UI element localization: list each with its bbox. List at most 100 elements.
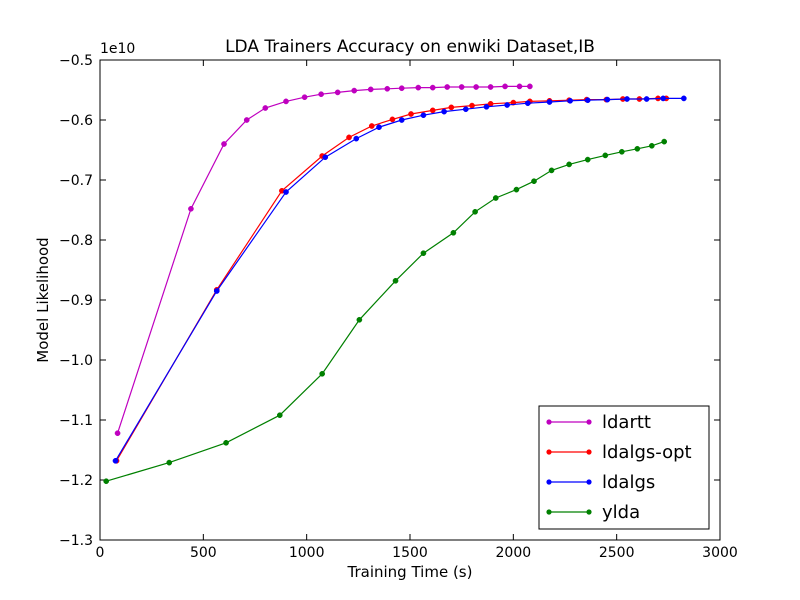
data-point-ldalgs-opt (346, 134, 352, 141)
data-point-ldartt (458, 84, 465, 90)
data-point-ldalgs-opt (408, 111, 414, 117)
data-point-ldartt (384, 85, 391, 92)
data-point-ylda (450, 229, 457, 236)
y-offset-label: 1e10 (100, 41, 135, 57)
data-point-ldartt (301, 94, 308, 101)
x-tick-label: 1000 (289, 545, 325, 561)
data-point-ldalgs (584, 97, 591, 104)
x-tick-label: 0 (96, 545, 105, 561)
data-point-ldartt (243, 117, 250, 123)
data-point-ldalgs-opt (429, 107, 436, 114)
y-tick-label: −0.5 (59, 53, 93, 69)
plot-area: 0 500 1000 1500 2000 2500 3000 −1.3 −1.2 −1.1 −1.0… (59, 53, 738, 561)
data-point-ylda (602, 152, 609, 159)
legend: ldartt ldalgs-opt ldalgs ylda (538, 405, 710, 530)
data-point-ldartt (318, 91, 324, 98)
data-point-ldalgs-opt (389, 116, 396, 123)
data-point-ldalgs-opt (368, 123, 375, 129)
legend-label-ldalgs-opt: ldalgs-opt (602, 442, 692, 463)
x-axis-label: Training Time (s) (347, 563, 473, 581)
data-point-ldalgs (283, 189, 289, 195)
legend-label-ylda: ylda (602, 502, 640, 523)
data-point-ylda (513, 186, 520, 193)
y-tick-label: −0.6 (59, 113, 93, 129)
data-point-ldalgs (398, 117, 405, 123)
data-point-ldalgs (504, 102, 510, 108)
legend-marker-ylda (546, 509, 552, 515)
data-point-ylda (531, 178, 537, 185)
data-point-ldalgs (524, 100, 531, 107)
data-point-ldalgs (112, 457, 119, 464)
y-tick-label: −1.2 (59, 473, 93, 489)
data-point-ldalgs (213, 288, 220, 294)
data-point-ldartt (367, 86, 374, 93)
x-tick-label: 2000 (496, 545, 532, 561)
data-point-ylda (548, 167, 555, 174)
data-point-ldartt (188, 205, 194, 212)
data-point-ldartt (473, 84, 479, 90)
data-point-ylda (392, 277, 399, 284)
data-point-ylda (566, 161, 572, 168)
legend-marker-ylda (586, 509, 592, 515)
chart-title: LDA Trainers Accuracy on enwiki Dataset,… (225, 37, 595, 57)
y-tick-label: −0.8 (59, 233, 93, 249)
data-point-ldartt (429, 84, 436, 91)
data-point-ldalgs (483, 103, 490, 110)
data-point-ylda (103, 478, 110, 485)
data-point-ldalgs (441, 108, 447, 115)
data-point-ylda (584, 156, 591, 163)
data-point-ldalgs (546, 99, 553, 105)
data-point-ylda (634, 145, 641, 152)
legend-marker-ldartt (586, 419, 592, 425)
data-point-ldartt (487, 84, 494, 90)
data-point-ylda (166, 459, 173, 466)
data-point-ylda (661, 138, 668, 145)
series-line-ldartt (116, 85, 530, 434)
x-tick-label: 2500 (599, 545, 635, 561)
data-point-ldalgs (604, 96, 611, 103)
data-point-ldartt (221, 141, 227, 147)
legend-marker-ldartt (546, 419, 552, 425)
data-point-ylda (492, 195, 499, 201)
data-point-ylda (472, 208, 478, 215)
data-point-ylda (223, 439, 229, 446)
data-point-ldalgs (353, 135, 360, 142)
data-point-ldartt (444, 84, 451, 90)
y-tick-label: −0.9 (59, 293, 93, 309)
data-point-ldalgs-opt (469, 102, 475, 109)
data-point-ldalgs (624, 96, 630, 102)
data-point-ylda (648, 142, 655, 149)
data-point-ldartt (516, 83, 523, 90)
data-point-ylda (618, 148, 625, 155)
data-point-ldartt (398, 85, 405, 92)
x-tick-label: 3000 (702, 545, 738, 561)
legend-marker-ldalgs (586, 479, 592, 485)
data-point-ldalgs (462, 106, 469, 113)
y-tick-label: −1.1 (59, 413, 93, 429)
data-point-ldartt (114, 430, 121, 437)
data-point-ylda (356, 316, 363, 323)
data-point-ldalgs (643, 96, 650, 102)
data-point-ldartt (502, 83, 508, 90)
x-tick-label: 1500 (392, 545, 428, 561)
legend-marker-ldalgs (546, 479, 552, 485)
data-point-ldalgs (420, 112, 427, 119)
data-point-ldartt (527, 83, 533, 90)
data-point-ldartt (283, 98, 289, 105)
legend-marker-ldalgs-opt (586, 449, 592, 455)
y-tick-label: −1.0 (59, 353, 93, 369)
y-axis-label: Model Likelihood (34, 237, 52, 362)
data-point-ldartt (262, 105, 269, 111)
legend-label-ldartt: ldartt (602, 412, 651, 433)
data-point-ldalgs (322, 154, 329, 161)
data-point-ldalgs (660, 95, 667, 102)
data-point-ylda (319, 370, 326, 377)
data-point-ylda (420, 250, 427, 257)
legend-marker-ldalgs-opt (546, 449, 552, 455)
legend-label-ldalgs: ldalgs (602, 472, 655, 493)
data-point-ylda (276, 412, 283, 419)
data-point-ldartt (415, 84, 422, 91)
y-tick-label: −1.3 (59, 533, 93, 549)
